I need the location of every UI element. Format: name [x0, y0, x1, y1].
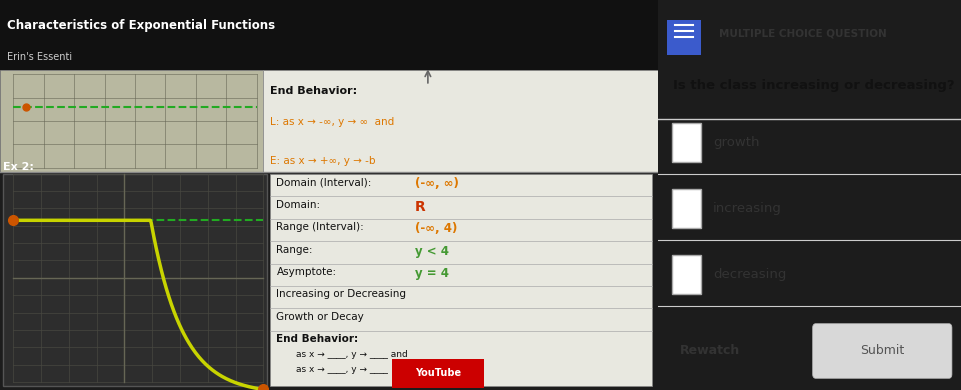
FancyBboxPatch shape	[672, 189, 701, 228]
Text: decreasing: decreasing	[713, 268, 786, 282]
FancyBboxPatch shape	[3, 174, 266, 386]
Text: E: as x → +∞, y → -b: E: as x → +∞, y → -b	[270, 156, 376, 166]
Text: End Behavior:: End Behavior:	[277, 334, 358, 344]
Text: (-∞, 4): (-∞, 4)	[415, 222, 457, 235]
Text: MULTIPLE CHOICE QUESTION: MULTIPLE CHOICE QUESTION	[719, 28, 887, 38]
Text: Asymptote:: Asymptote:	[277, 267, 336, 277]
FancyBboxPatch shape	[270, 174, 652, 386]
Text: YouTube: YouTube	[415, 369, 461, 378]
Text: Erin's Essenti: Erin's Essenti	[7, 51, 72, 62]
FancyBboxPatch shape	[672, 123, 701, 162]
Text: Increasing or Decreasing: Increasing or Decreasing	[277, 289, 407, 299]
FancyBboxPatch shape	[392, 359, 483, 388]
Text: Ex 2:: Ex 2:	[3, 161, 35, 172]
Text: Domain (Interval):: Domain (Interval):	[277, 177, 372, 188]
Text: Characteristics of Exponential Functions: Characteristics of Exponential Functions	[7, 19, 275, 32]
Text: (-∞, ∞): (-∞, ∞)	[415, 177, 458, 190]
Text: increasing: increasing	[713, 202, 781, 215]
Text: R: R	[415, 200, 426, 214]
Text: as x → ____, y → ____ and: as x → ____, y → ____ and	[296, 350, 408, 359]
Text: Range:: Range:	[277, 245, 313, 255]
Text: Is the class increasing or decreasing?: Is the class increasing or decreasing?	[674, 79, 955, 92]
Text: Growth or Decay: Growth or Decay	[277, 312, 364, 322]
Text: Domain:: Domain:	[277, 200, 321, 210]
Text: Submit: Submit	[860, 344, 904, 358]
FancyBboxPatch shape	[0, 70, 263, 172]
Text: y < 4: y < 4	[415, 245, 449, 257]
Text: L: as x → -∞, y → ∞  and: L: as x → -∞, y → ∞ and	[270, 117, 394, 127]
Text: as x → ____, y → ____: as x → ____, y → ____	[296, 365, 388, 374]
FancyBboxPatch shape	[672, 255, 701, 294]
FancyBboxPatch shape	[667, 20, 701, 55]
Text: y = 4: y = 4	[415, 267, 449, 280]
Text: End Behavior:: End Behavior:	[270, 86, 357, 96]
FancyBboxPatch shape	[263, 70, 658, 172]
Text: Rewatch: Rewatch	[679, 344, 740, 358]
FancyBboxPatch shape	[813, 324, 952, 378]
Text: growth: growth	[713, 136, 759, 149]
Text: Range (Interval):: Range (Interval):	[277, 222, 364, 232]
FancyBboxPatch shape	[0, 0, 658, 70]
